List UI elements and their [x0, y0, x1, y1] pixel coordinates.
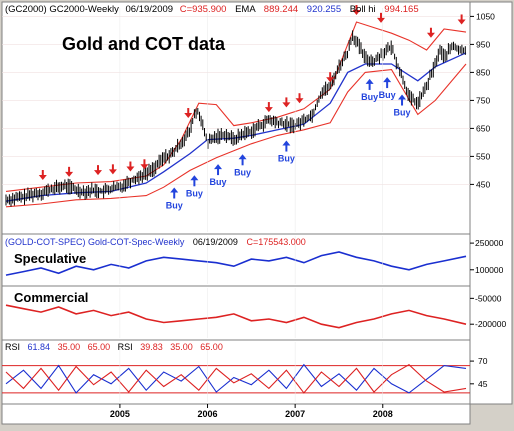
- sell-arrow: [184, 108, 193, 119]
- speculative-label: Speculative: [14, 251, 86, 266]
- commercial-line: [5, 304, 467, 329]
- sell-arrow: [94, 165, 102, 176]
- buy-arrow: Buy: [379, 77, 396, 100]
- x-axis-strip: [1, 403, 471, 425]
- boll-lo-line: [5, 63, 467, 208]
- sell-arrow: [38, 169, 47, 180]
- price-y-tick-label: 750: [476, 95, 490, 105]
- rsi2-line: [5, 364, 467, 394]
- sell-arrow: [326, 72, 335, 83]
- buy-label: Buy: [186, 188, 203, 198]
- spec-y-tick-label: 100000: [475, 265, 504, 275]
- x-tick-label: 2005: [110, 409, 130, 419]
- comm-y-tick-label: -50000: [475, 293, 502, 303]
- price-y-tick-label: 450: [476, 179, 490, 189]
- buy-label: Buy: [234, 167, 251, 177]
- buy-arrow: Buy: [361, 78, 378, 102]
- buy-arrow: Buy: [166, 187, 183, 210]
- commercial-label: Commercial: [14, 290, 88, 305]
- rsi1-line: [5, 363, 467, 394]
- buy-arrow: Buy: [234, 154, 251, 177]
- buy-arrow: Buy: [394, 94, 411, 118]
- rsi-header: RSI 61.84 35.00 65.00 RSI 39.83 35.00 65…: [5, 342, 223, 352]
- rsi-y-tick-label: 70: [478, 356, 488, 366]
- buy-arrow: Buy: [210, 164, 227, 187]
- price-y-tick-label: 850: [476, 67, 490, 77]
- rsi-y-tick-label: 45: [478, 379, 488, 389]
- y-axis-strip: [469, 1, 513, 405]
- buy-arrow: Buy: [278, 140, 295, 164]
- buy-arrow: Buy: [186, 175, 203, 198]
- x-tick-label: 2007: [285, 409, 305, 419]
- chart-title: Gold and COT data: [62, 34, 226, 54]
- sell-arrow: [377, 12, 386, 23]
- sell-arrow: [65, 166, 74, 177]
- sell-arrow: [140, 159, 149, 170]
- x-tick-label: 2008: [373, 409, 393, 419]
- sell-arrow: [126, 161, 135, 172]
- sell-arrow: [264, 102, 273, 113]
- buy-label: Buy: [379, 90, 396, 100]
- price-y-tick-label: 650: [476, 123, 490, 133]
- comm-y-tick-label: -200000: [475, 319, 506, 329]
- sell-arrow: [457, 14, 466, 25]
- price-y-tick-label: 550: [476, 151, 490, 161]
- price-header: (GC2000) GC2000-Weekly 06/19/2009 C=935.…: [5, 4, 419, 15]
- x-tick-label: 2006: [198, 409, 218, 419]
- price-y-tick-label: 950: [476, 39, 490, 49]
- spec-header: (GOLD-COT-SPEC) Gold-COT-Spec-Weekly 06/…: [5, 237, 306, 247]
- price-y-tick-label: 1050: [476, 11, 495, 21]
- sell-arrow: [426, 27, 435, 38]
- sell-arrow: [295, 93, 304, 104]
- sell-arrow: [282, 97, 291, 108]
- sell-arrow: [352, 5, 361, 15]
- speculative-line: [5, 251, 467, 276]
- buy-label: Buy: [210, 177, 227, 187]
- buy-label: Buy: [278, 154, 295, 164]
- sell-arrow: [108, 164, 117, 175]
- spec-y-tick-label: 250000: [475, 238, 504, 248]
- buy-label: Buy: [166, 200, 183, 210]
- spec-panel: [1, 233, 471, 287]
- buy-label: Buy: [394, 108, 411, 118]
- buy-label: Buy: [361, 92, 378, 102]
